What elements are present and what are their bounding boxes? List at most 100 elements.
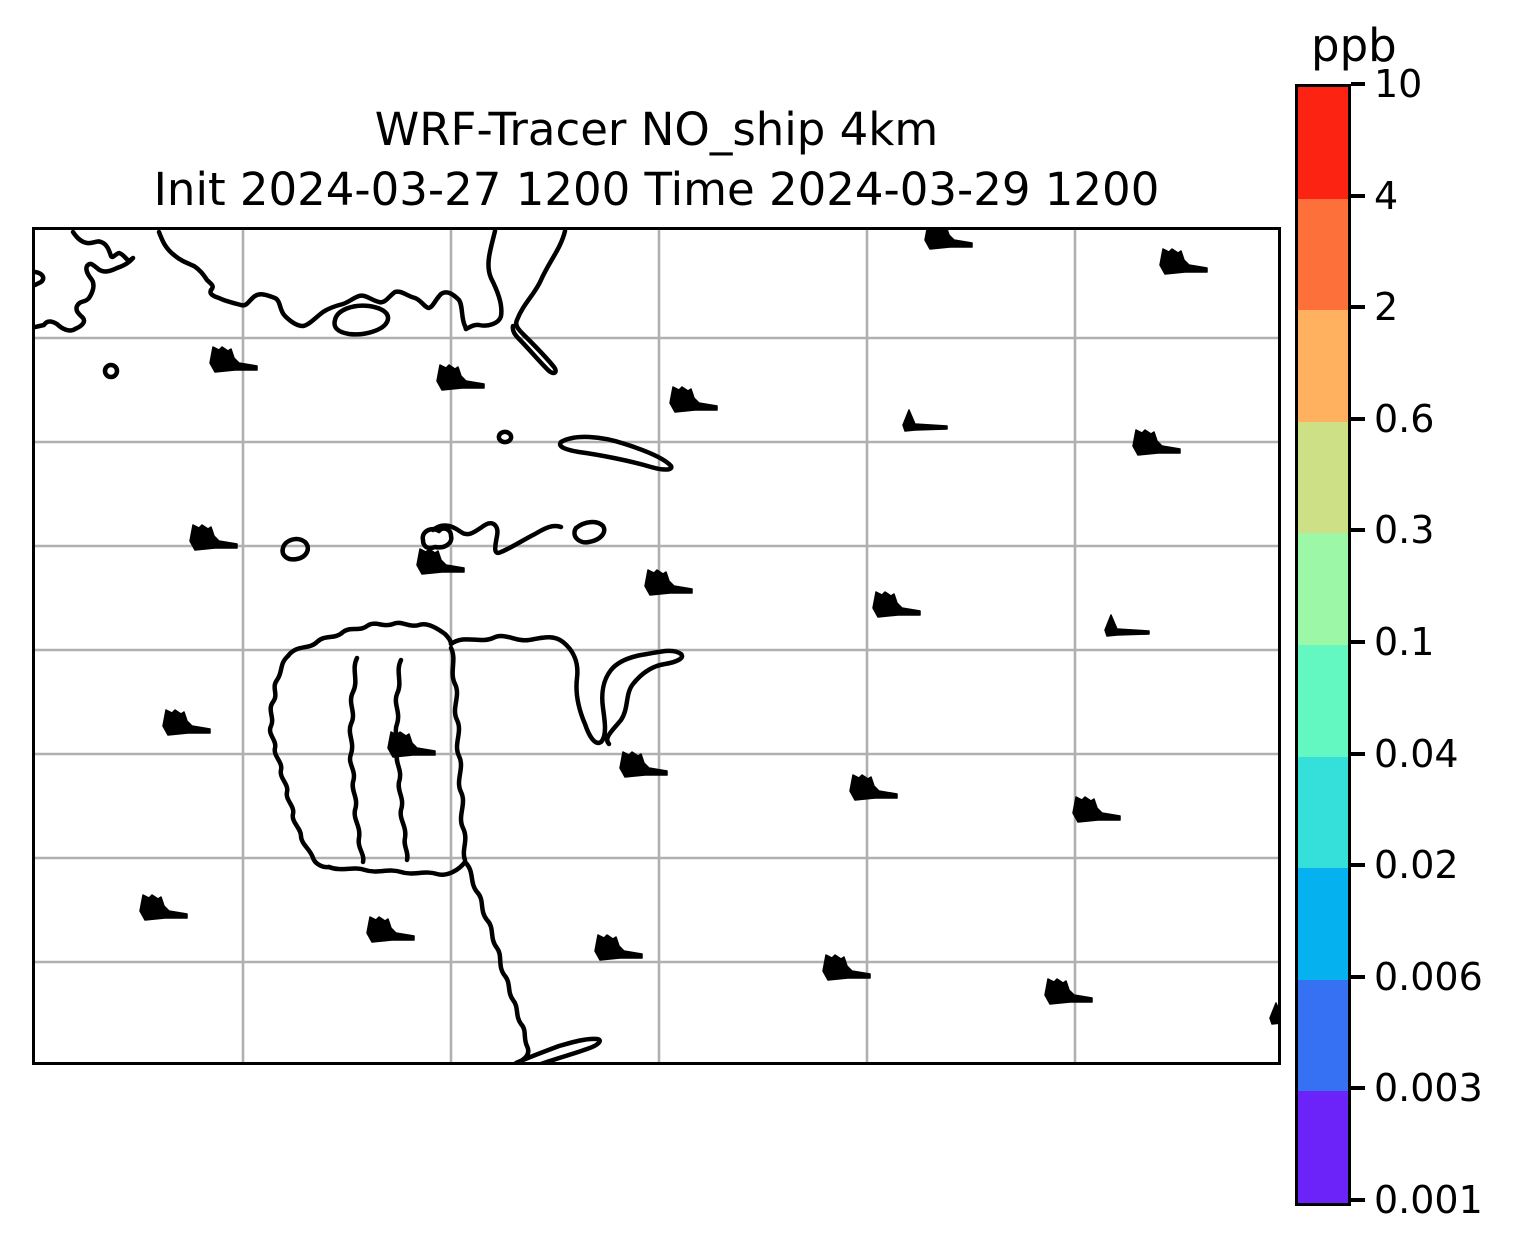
coastline-path: [285, 620, 454, 659]
colorbar-tick: [1351, 974, 1365, 979]
wind-barb-glyph: [619, 751, 668, 778]
colorbar-tick-label: 0.6: [1374, 396, 1435, 441]
coastline-path: [35, 269, 46, 288]
wind-barb-glyph: [1159, 248, 1208, 275]
map-panel: [32, 227, 1281, 1065]
wind-barb: [1269, 1002, 1278, 1025]
colorbar-tick-label: 0.04: [1374, 731, 1459, 776]
colorbar-segment: [1298, 756, 1348, 869]
coastline-path: [102, 362, 120, 380]
wind-barb-glyph: [387, 731, 436, 758]
coastline-path: [448, 633, 685, 747]
wind-barb: [416, 548, 465, 575]
wind-barb-glyph: [1072, 796, 1121, 823]
colorbar: [1295, 84, 1351, 1206]
colorbar-tick: [1351, 193, 1365, 198]
wind-barb: [139, 894, 188, 921]
colorbar-tick-label: 0.001: [1374, 1178, 1483, 1222]
coastline-path: [462, 859, 602, 1062]
wind-barb-glyph: [1269, 1002, 1278, 1025]
colorbar-segment: [1298, 310, 1348, 422]
coastline-path: [393, 657, 410, 863]
wind-barb-glyph: [416, 548, 465, 575]
coastline-path: [156, 230, 469, 332]
wind-barb: [387, 731, 436, 758]
wind-barb-glyph: [1044, 978, 1093, 1005]
wind-barb: [209, 346, 258, 373]
colorbar-segment: [1298, 198, 1348, 311]
colorbar-tick-label: 0.003: [1374, 1066, 1483, 1111]
wind-barb: [189, 524, 238, 551]
wind-barb-glyph: [872, 591, 921, 618]
colorbar-tick: [1351, 305, 1365, 310]
wind-barb: [644, 569, 693, 596]
coastline-path: [267, 653, 332, 870]
wind-barb: [619, 751, 668, 778]
wind-barb-glyph: [669, 386, 718, 413]
colorbar-tick: [1351, 1198, 1365, 1202]
colorbar-tick-label: 0.006: [1374, 954, 1483, 999]
map-canvas: [35, 230, 1278, 1062]
wind-barb: [594, 934, 643, 961]
wind-barb: [1132, 429, 1181, 456]
wind-barb-glyph: [189, 524, 238, 551]
colorbar-tick-label: 0.1: [1374, 620, 1435, 664]
wind-barb: [1044, 978, 1093, 1005]
coastline-path: [510, 230, 568, 376]
colorbar-tick: [1351, 1086, 1365, 1091]
wind-barb-glyph: [139, 894, 188, 921]
coastline-path: [496, 429, 514, 445]
wind-barb-glyph: [1132, 429, 1181, 456]
wind-barb-glyph: [644, 569, 693, 596]
coastline-path: [347, 655, 366, 865]
coastline-path: [280, 536, 310, 562]
colorbar-segment: [1298, 421, 1348, 534]
colorbar-segment: [1298, 644, 1348, 757]
wind-barb: [669, 386, 718, 413]
wind-barb-glyph: [849, 774, 898, 801]
coastline-path: [420, 526, 454, 551]
wind-barb: [822, 954, 871, 981]
wind-barb: [366, 916, 415, 943]
wind-barb: [436, 364, 485, 391]
coastline-path: [557, 434, 674, 472]
coastline-path: [448, 645, 468, 863]
colorbar-tick-label: 0.3: [1374, 508, 1435, 553]
colorbar-segment: [1298, 868, 1348, 980]
colorbar-tick: [1351, 863, 1365, 868]
colorbar-tick-label: 10: [1374, 62, 1423, 106]
wind-barb-glyph: [924, 230, 973, 250]
coastline-path: [463, 230, 504, 332]
colorbar-tick: [1351, 528, 1365, 533]
coastline-path: [572, 519, 607, 545]
coastline-path: [332, 303, 391, 337]
colorbar-tick-label: 0.02: [1374, 843, 1459, 888]
coastline-path: [35, 230, 136, 333]
coastline-path: [430, 520, 564, 556]
wind-barb: [924, 230, 973, 250]
colorbar-tick: [1351, 82, 1365, 86]
wind-barb-glyph: [436, 364, 485, 391]
colorbar-segment: [1298, 1091, 1348, 1203]
colorbar-tick: [1351, 751, 1365, 756]
wind-barb: [849, 774, 898, 801]
colorbar-tick: [1351, 640, 1365, 644]
wind-barb-glyph: [822, 954, 871, 981]
plot-title-line2: Init 2024-03-27 1200 Time 2024-03-29 120…: [153, 163, 1160, 216]
colorbar-tick: [1351, 416, 1365, 421]
wind-barb-glyph: [209, 346, 258, 373]
wind-barb-glyph: [366, 916, 415, 943]
wind-barb: [162, 709, 211, 736]
wind-barb-glyph: [162, 709, 211, 736]
colorbar-tick-label: 4: [1374, 173, 1399, 218]
wind-barb: [872, 591, 921, 618]
wind-barb-glyph: [902, 409, 948, 432]
coastline-path: [326, 859, 468, 877]
wind-barb: [1072, 796, 1121, 823]
wind-barb-glyph: [1104, 614, 1150, 637]
colorbar-segment: [1298, 979, 1348, 1092]
plot-title: WRF-Tracer NO_ship 4km Init 2024-03-27 1…: [32, 100, 1281, 220]
plot-title-line1: WRF-Tracer NO_ship 4km: [374, 103, 939, 156]
colorbar-segment: [1298, 533, 1348, 645]
colorbar-tick-label: 2: [1374, 285, 1399, 330]
